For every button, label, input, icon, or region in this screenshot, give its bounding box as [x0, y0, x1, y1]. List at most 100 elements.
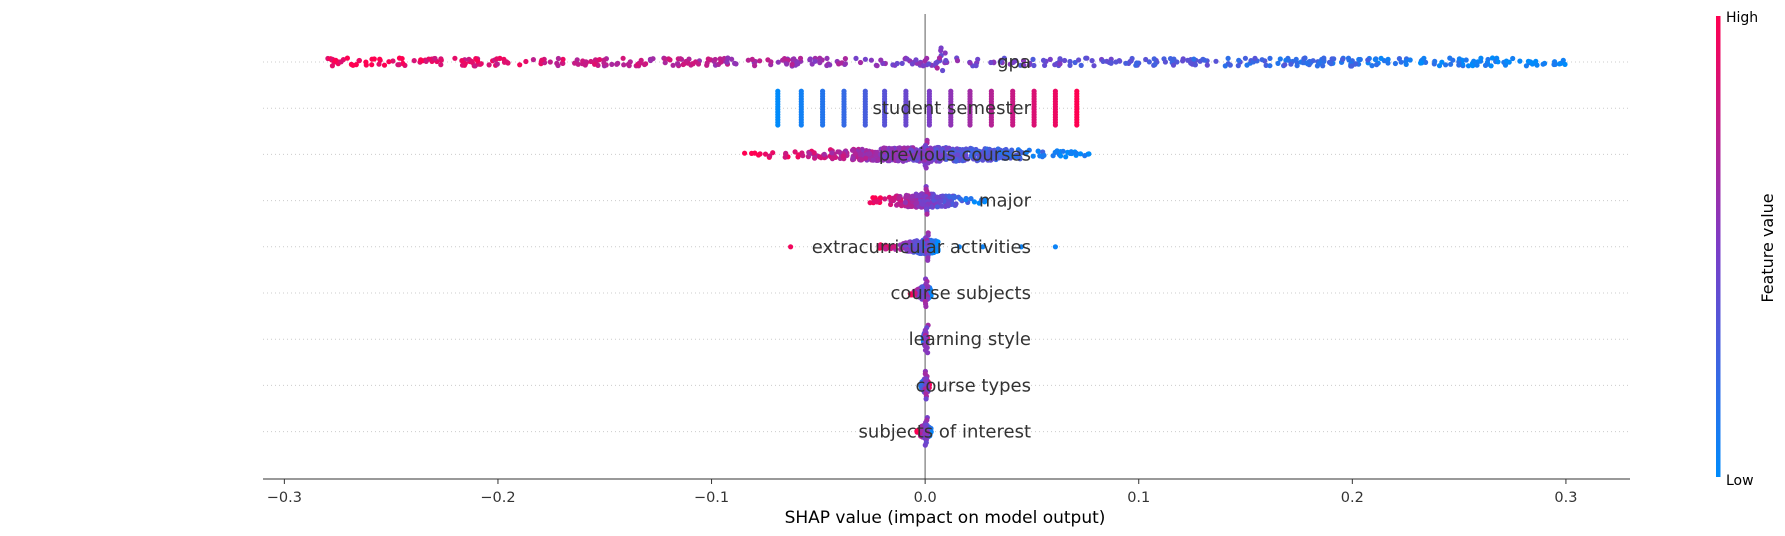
shap-point	[1077, 151, 1084, 157]
shap-point	[925, 350, 931, 356]
shap-point	[919, 201, 925, 207]
shap-point	[1227, 62, 1233, 68]
shap-point	[1042, 62, 1048, 68]
shap-point	[1471, 58, 1477, 64]
shap-point	[989, 155, 995, 161]
shap-point	[1054, 148, 1060, 154]
shap-point	[1031, 122, 1037, 128]
shap-point	[782, 154, 788, 160]
shap-point	[1222, 63, 1228, 69]
shap-point	[749, 56, 755, 63]
shap-point	[597, 57, 603, 63]
x-tick-label: −0.1	[694, 490, 729, 506]
shap-point	[849, 147, 856, 153]
shap-point	[878, 57, 884, 63]
shap-point	[724, 59, 730, 65]
shap-point	[1162, 59, 1168, 65]
shap-point	[1300, 60, 1306, 66]
shap-point	[867, 151, 873, 157]
shap-point	[1123, 60, 1129, 66]
shap-point	[1448, 61, 1454, 67]
shap-point	[1002, 153, 1009, 159]
shap-point	[353, 62, 359, 68]
shap-point	[957, 196, 964, 202]
shap-point	[695, 61, 702, 67]
shap-point	[923, 303, 929, 310]
shap-point	[824, 55, 830, 62]
shap-point	[915, 154, 921, 160]
shap-point	[1058, 153, 1064, 159]
shap-point	[1450, 57, 1456, 63]
shap-point	[954, 152, 961, 158]
shap-point	[662, 56, 668, 62]
shap-point	[1369, 63, 1375, 69]
shap-point	[768, 59, 774, 65]
shap-point	[906, 239, 912, 245]
shap-point	[1277, 56, 1283, 62]
shap-point	[1100, 58, 1106, 64]
shap-point	[1027, 60, 1033, 66]
shap-point	[523, 58, 529, 65]
shap-point	[1076, 57, 1082, 63]
shap-point	[386, 59, 392, 65]
shap-point	[829, 150, 835, 156]
shap-point	[438, 62, 444, 68]
x-axis: SHAP value (impact on model output) −0.3…	[263, 478, 1630, 528]
shap-point	[647, 57, 654, 64]
shap-point	[775, 59, 781, 65]
shap-point	[874, 63, 880, 69]
shap-point	[1017, 156, 1023, 162]
shap-point	[770, 150, 776, 156]
shap-point	[1392, 60, 1398, 67]
shap-point	[1067, 62, 1073, 68]
shap-point	[933, 147, 940, 153]
shap-point	[835, 149, 841, 155]
shap-point	[920, 63, 927, 69]
shap-point	[1282, 62, 1288, 68]
shap-point	[878, 151, 884, 158]
x-tick-label: 0.3	[1554, 490, 1577, 506]
shap-point	[934, 194, 940, 200]
shap-point	[859, 157, 865, 163]
shap-point	[1436, 63, 1443, 69]
shap-point	[1200, 56, 1206, 63]
shap-point	[1030, 153, 1036, 159]
shap-point	[806, 150, 812, 157]
shap-point	[475, 58, 481, 64]
x-tick-label: 0.2	[1341, 490, 1364, 506]
shap-point	[897, 145, 903, 151]
shap-point	[882, 246, 889, 252]
shap-point	[1263, 62, 1269, 68]
shap-point	[1478, 55, 1484, 61]
shap-point	[680, 61, 686, 68]
shap-point	[925, 257, 931, 263]
shap-point	[1009, 147, 1015, 153]
shap-point	[462, 61, 468, 67]
shap-point	[908, 147, 914, 153]
feature-label: subjects of interest	[859, 422, 1031, 443]
shap-point	[1017, 149, 1023, 155]
shap-point	[940, 193, 946, 199]
shap-point	[1259, 57, 1265, 63]
shap-point	[775, 122, 781, 128]
shap-point	[903, 122, 909, 128]
shap-point	[1551, 61, 1557, 68]
shap-point	[1035, 148, 1041, 154]
shap-point	[876, 157, 882, 163]
shap-point	[1398, 59, 1404, 65]
shap-point	[954, 58, 961, 64]
shap-point	[1525, 58, 1531, 64]
shap-point	[1037, 153, 1043, 159]
shap-point	[1091, 63, 1097, 69]
shap-point	[889, 243, 895, 249]
shap-point	[494, 56, 500, 62]
shap-points	[325, 45, 1568, 448]
shap-point	[1057, 61, 1063, 67]
shap-point	[1083, 55, 1089, 61]
shap-point	[601, 60, 607, 66]
shap-point	[1047, 56, 1053, 63]
shap-point	[530, 57, 537, 63]
shap-point	[886, 152, 892, 158]
shap-point	[712, 56, 718, 63]
